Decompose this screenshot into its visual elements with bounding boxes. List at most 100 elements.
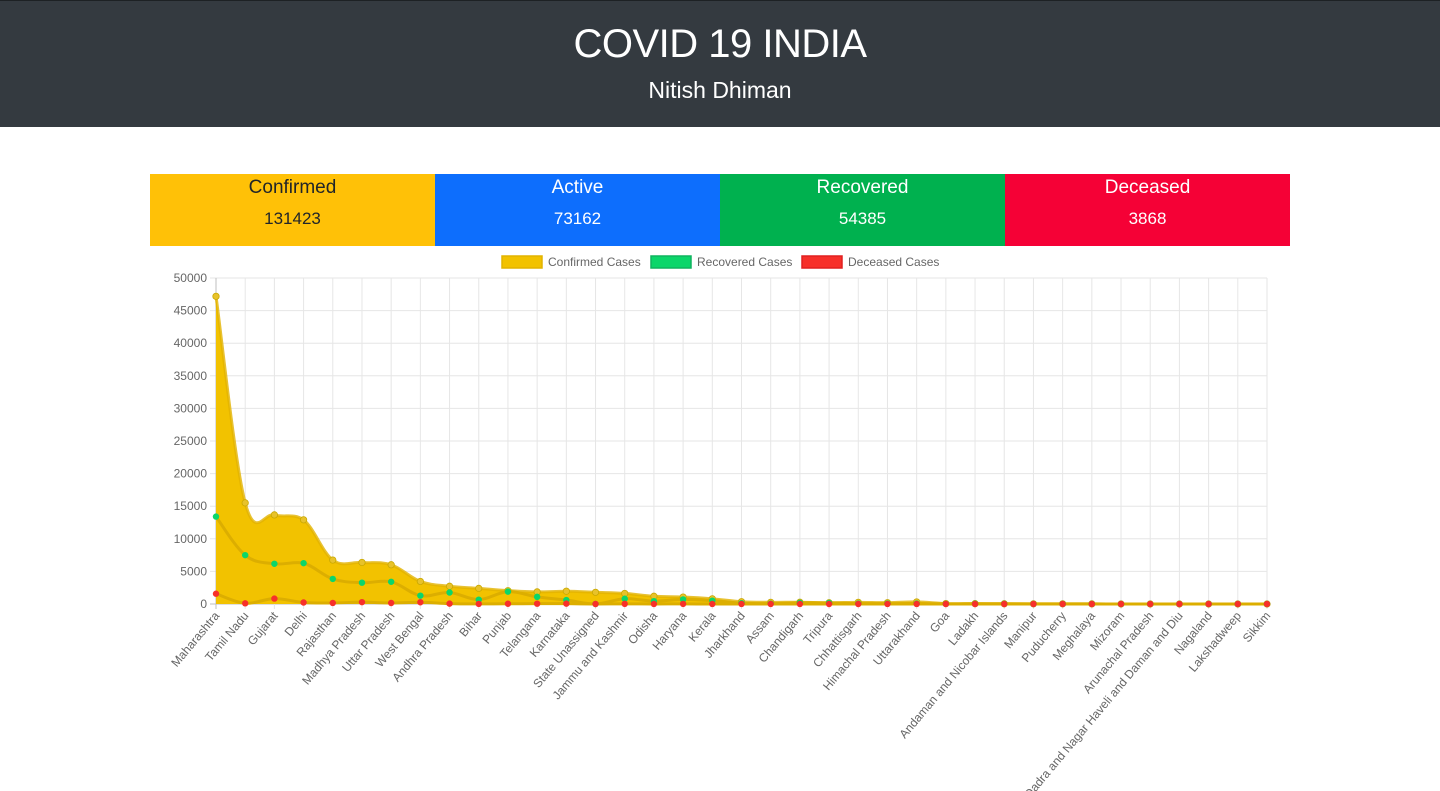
confirmed-card: Confirmed 131423 — [150, 174, 435, 246]
data-point-recovered-cases-tamil-nadu — [241, 551, 249, 559]
data-point-deceased-cases-bihar — [475, 600, 482, 608]
active-label: Active — [551, 177, 604, 198]
data-point-deceased-cases-andhra-pradesh — [446, 600, 453, 607]
data-point-confirmed-cases-uttar-pradesh — [387, 561, 395, 569]
data-point-deceased-cases-maharashtra — [212, 590, 220, 597]
data-point-confirmed-cases-bihar — [475, 584, 483, 592]
data-point-deceased-cases-uttarakhand — [913, 600, 920, 608]
data-point-confirmed-cases-karnataka — [562, 587, 570, 595]
page-title: COVID 19 INDIA — [573, 22, 867, 66]
data-point-deceased-cases-arunachal-pradesh — [1147, 600, 1154, 608]
data-point-deceased-cases-karnataka — [563, 600, 570, 607]
data-point-deceased-cases-manipur — [1030, 600, 1037, 608]
data-point-recovered-cases-rajasthan — [329, 575, 336, 583]
y-tick-label: 25000 — [174, 434, 208, 448]
x-tick-label-sikkim: Sikkim — [1240, 609, 1273, 645]
y-tick-label: 30000 — [174, 401, 208, 415]
data-point-recovered-cases-gujarat — [271, 560, 278, 567]
data-point-deceased-cases-tripura — [825, 600, 833, 608]
data-point-deceased-cases-himachal-pradesh — [884, 600, 891, 608]
chart-grid — [210, 277, 1268, 609]
legend-label-deceased-cases: Deceased Cases — [848, 255, 939, 269]
data-point-confirmed-cases-delhi — [299, 516, 308, 524]
data-point-deceased-cases-uttar-pradesh — [387, 599, 395, 607]
data-point-recovered-cases-delhi — [300, 559, 307, 567]
data-point-deceased-cases-state-unassigned — [592, 600, 599, 608]
data-point-deceased-cases-madhya-pradesh — [358, 598, 366, 606]
author-name: Nitish Dhiman — [648, 77, 792, 103]
data-point-deceased-cases-sikkim — [1263, 600, 1271, 608]
data-point-confirmed-cases-rajasthan — [329, 556, 337, 564]
deceased-card: Deceased 3868 — [1005, 174, 1290, 246]
data-point-confirmed-cases-gujarat — [270, 511, 278, 519]
data-point-recovered-cases-uttar-pradesh — [387, 578, 395, 585]
legend-label-confirmed-cases: Confirmed Cases — [548, 255, 641, 269]
data-point-deceased-cases-mizoram — [1117, 600, 1125, 608]
data-point-confirmed-cases-west-bengal — [416, 577, 424, 586]
data-point-recovered-cases-haryana — [679, 596, 687, 603]
x-tick-label-goa: Goa — [927, 609, 953, 636]
data-point-deceased-cases-telangana — [533, 600, 541, 607]
data-point-deceased-cases-dadra-and-nagar-haveli-and-daman-and-diu — [1176, 600, 1183, 608]
data-point-deceased-cases-nagaland — [1205, 600, 1212, 608]
y-tick-label: 15000 — [174, 499, 208, 513]
data-point-deceased-cases-lakshadweep — [1234, 600, 1242, 608]
data-point-deceased-cases-gujarat — [271, 595, 278, 602]
chart-legend: Confirmed Cases Recovered Cases Deceased C… — [501, 255, 939, 269]
data-point-confirmed-cases-tamil-nadu — [241, 499, 249, 507]
y-tick-label: 0 — [200, 597, 207, 611]
data-point-recovered-cases-jammu-and-kashmir — [621, 595, 628, 602]
deceased-value: 3868 — [1128, 209, 1167, 228]
y-tick-label: 10000 — [174, 532, 208, 546]
data-point-deceased-cases-rajasthan — [329, 599, 336, 607]
data-point-recovered-cases-madhya-pradesh — [358, 579, 366, 586]
data-point-confirmed-cases-state-unassigned — [591, 588, 600, 596]
data-point-deceased-cases-haryana — [679, 600, 687, 608]
data-point-deceased-cases-chandigarh — [796, 600, 804, 608]
x-tick-label-delhi: Delhi — [282, 609, 310, 639]
data-point-deceased-cases-delhi — [300, 599, 307, 606]
data-point-recovered-cases-west-bengal — [417, 592, 424, 599]
data-point-deceased-cases-meghalaya — [1088, 600, 1096, 608]
active-value: 73162 — [553, 209, 602, 228]
data-point-recovered-cases-punjab — [504, 588, 512, 595]
data-point-deceased-cases-jharkhand — [738, 600, 745, 608]
data-point-deceased-cases-jammu-and-kashmir — [621, 600, 628, 608]
data-point-deceased-cases-ladakh — [971, 600, 979, 608]
recovered-card: Recovered 54385 — [720, 174, 1005, 246]
y-tick-label: 20000 — [174, 467, 208, 481]
deceased-cases-points — [212, 590, 1271, 608]
x-tick-label-gujarat: Gujarat — [245, 608, 281, 648]
y-tick-label: 35000 — [174, 369, 208, 383]
data-point-deceased-cases-chhattisgarh — [855, 600, 862, 608]
stats-bar: Confirmed 131423 Active 73162 Recovered … — [150, 174, 1290, 246]
confirmed-value: 131423 — [264, 209, 321, 228]
data-point-recovered-cases-maharashtra — [212, 513, 220, 520]
data-point-confirmed-cases-maharashtra — [212, 292, 220, 300]
recovered-label: Recovered — [816, 177, 909, 198]
legend-swatch-deceased-cases — [801, 255, 843, 269]
y-tick-label: 50000 — [174, 271, 208, 285]
data-point-deceased-cases-odisha — [650, 600, 658, 608]
data-point-deceased-cases-punjab — [504, 600, 512, 607]
deceased-label: Deceased — [1104, 177, 1191, 198]
confirmed-label: Confirmed — [248, 177, 337, 198]
data-point-recovered-cases-andhra-pradesh — [446, 589, 453, 596]
data-point-deceased-cases-west-bengal — [417, 599, 424, 606]
data-point-deceased-cases-puducherry — [1059, 600, 1066, 608]
data-point-recovered-cases-telangana — [533, 593, 541, 601]
data-point-deceased-cases-assam — [767, 600, 774, 608]
data-point-confirmed-cases-madhya-pradesh — [358, 558, 366, 567]
y-tick-label: 45000 — [174, 304, 208, 318]
y-axis-labels: 0 5000 10000 15000 20000 25000 30000 35000 40000… — [174, 271, 208, 611]
legend-swatch-confirmed-cases — [501, 255, 543, 269]
data-point-deceased-cases-tamil-nadu — [241, 600, 249, 607]
data-point-deceased-cases-andaman-and-nicobar-islands — [1001, 600, 1008, 608]
data-point-confirmed-cases-andhra-pradesh — [445, 582, 454, 590]
recovered-value: 54385 — [838, 209, 887, 228]
y-tick-label: 5000 — [180, 564, 207, 578]
data-point-deceased-cases-goa — [942, 600, 950, 608]
active-card: Active 73162 — [435, 174, 720, 246]
